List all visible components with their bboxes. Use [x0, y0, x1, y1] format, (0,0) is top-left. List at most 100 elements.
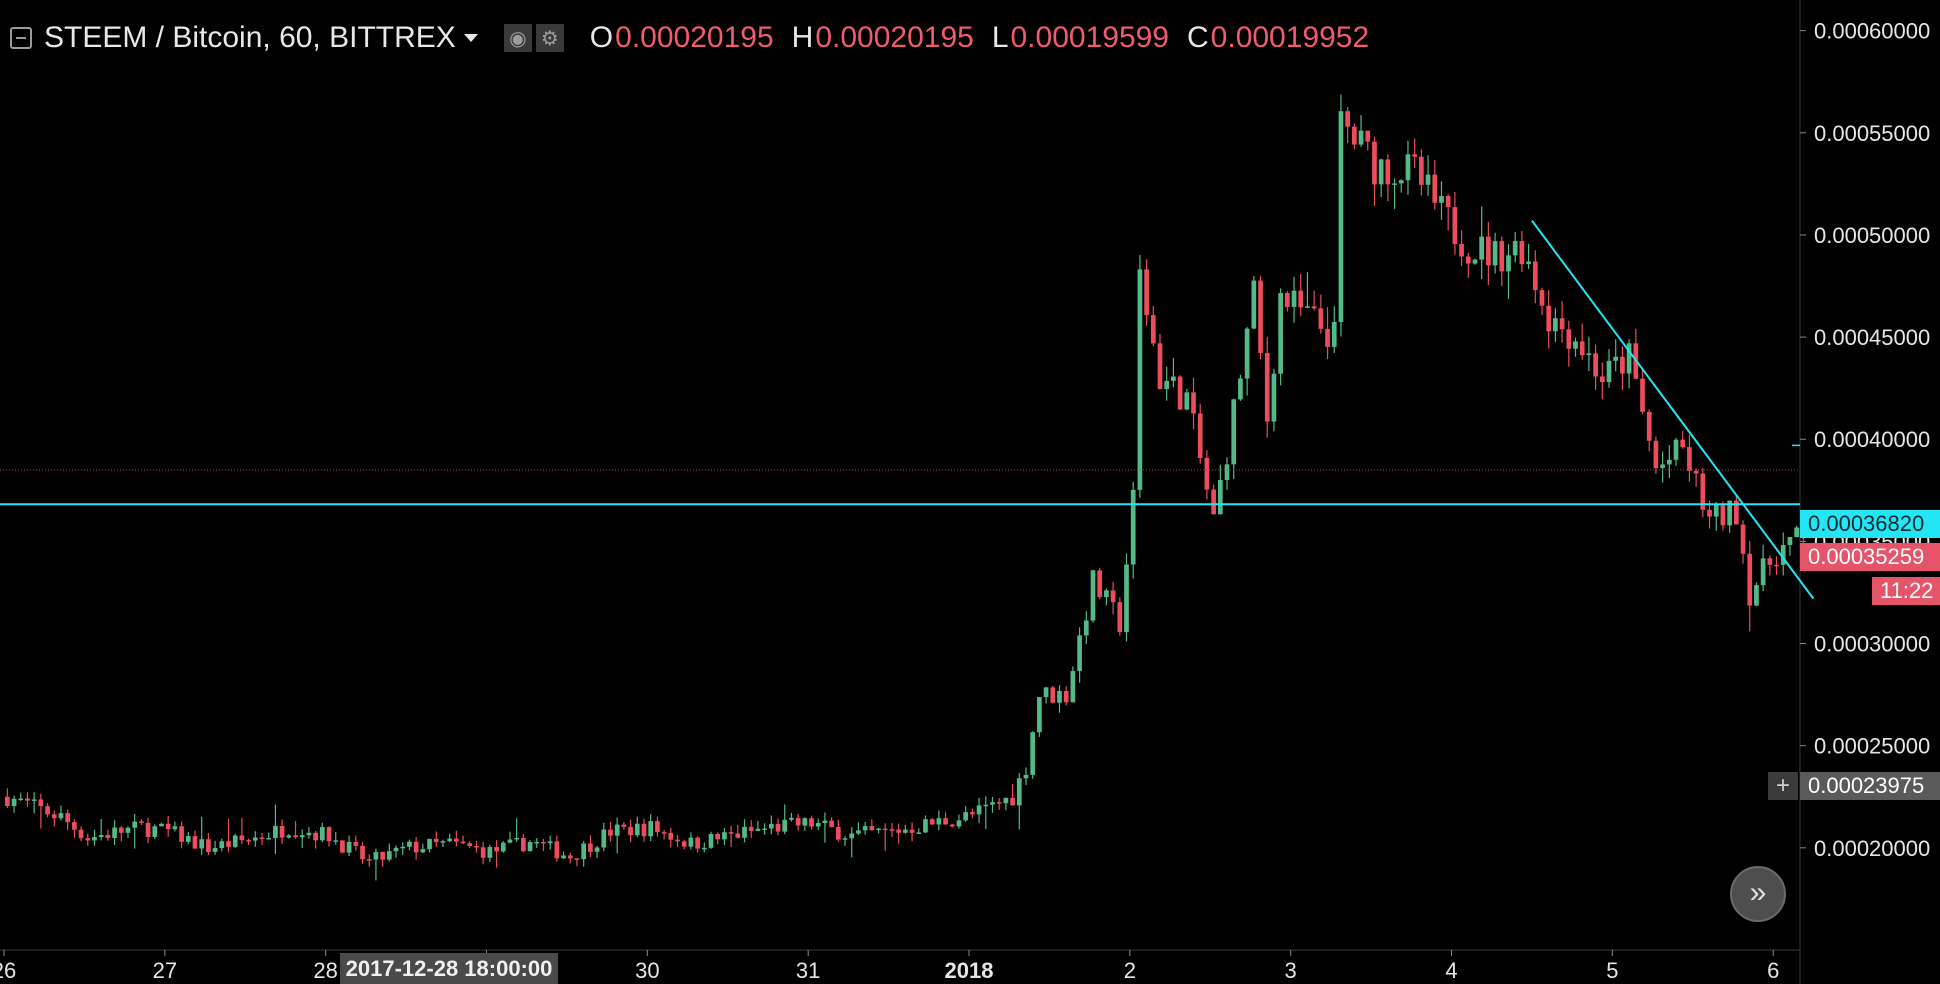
x-tick-label: 2018 — [945, 958, 994, 983]
candle-body — [1720, 504, 1726, 526]
candle-body — [1546, 305, 1552, 332]
eye-icon[interactable]: ◉ — [503, 24, 532, 52]
y-tick-label: 0.00030000 — [1814, 632, 1930, 657]
candle-body — [1392, 183, 1397, 185]
candle-body — [279, 826, 285, 838]
candle-body — [1050, 687, 1056, 703]
candle-body — [333, 840, 339, 842]
symbol-title[interactable]: STEEM / Bitcoin, 60, BITTREX — [44, 21, 456, 54]
candle-body — [1573, 341, 1578, 349]
candle-body — [1318, 308, 1324, 329]
candle-body — [1660, 464, 1665, 469]
candle-body — [1740, 524, 1746, 554]
candle-body — [949, 824, 955, 827]
candle-body — [1184, 392, 1190, 410]
y-tick-label: 0.00020000 — [1814, 836, 1930, 861]
candle-body — [634, 823, 640, 836]
candle-body — [661, 832, 667, 834]
candle-body — [1499, 241, 1505, 272]
candle-body — [159, 823, 164, 827]
candle-body — [1472, 259, 1478, 264]
candle-body — [1794, 527, 1799, 538]
candle-body — [51, 814, 57, 819]
collapse-legend-icon[interactable] — [10, 27, 32, 49]
candle-body — [1352, 126, 1357, 145]
candle-body — [252, 837, 258, 841]
candle-body — [1305, 306, 1310, 308]
countdown-tag: 11:22 — [1872, 577, 1940, 605]
candle-body — [400, 846, 406, 849]
candle-body — [728, 832, 734, 834]
chart-legend: STEEM / Bitcoin, 60, BITTREX ◉ ⚙ O 0.000… — [10, 18, 1369, 58]
candle-body — [1063, 690, 1069, 703]
candle-body — [366, 859, 372, 861]
candle-body — [1150, 315, 1156, 344]
candle-body — [923, 819, 928, 833]
candle-body — [1217, 480, 1223, 515]
candle-body — [976, 805, 982, 815]
candle-body — [1372, 141, 1377, 185]
candle-body — [266, 838, 272, 840]
candle-body — [226, 841, 231, 847]
candle-body — [1023, 774, 1029, 779]
candle-body — [1700, 473, 1706, 510]
candle-body — [789, 817, 794, 820]
candle-body — [862, 826, 868, 831]
candle-body — [521, 837, 526, 852]
y-tick-label: 0.00045000 — [1814, 325, 1930, 350]
candle-body — [172, 826, 178, 830]
gear-icon[interactable]: ⚙ — [535, 24, 564, 52]
scroll-to-realtime-icon[interactable]: » — [1730, 866, 1786, 922]
candle-body — [507, 839, 513, 843]
cursor-price-tag: 0.00023975 — [1800, 772, 1940, 800]
last-price-tag: 0.00035259 — [1800, 543, 1940, 571]
candle-body — [1244, 328, 1250, 379]
candle-body — [1754, 585, 1759, 606]
crosshair-price-tag: 0.00036820 — [1800, 510, 1940, 538]
candle-body — [460, 841, 466, 844]
candle-body — [346, 841, 352, 853]
candle-body — [735, 833, 741, 838]
candle-body — [1666, 459, 1672, 465]
candle-body — [1425, 174, 1431, 185]
candle-body — [420, 849, 426, 853]
chevron-down-icon[interactable] — [463, 34, 478, 42]
candle-body — [681, 841, 687, 847]
candle-body — [413, 841, 419, 853]
candle-body — [829, 820, 834, 827]
candle-body — [38, 799, 44, 807]
open-value: 0.00020195 — [615, 21, 774, 54]
candle-body — [1291, 290, 1297, 307]
candle-body — [1016, 778, 1022, 806]
candle-body — [199, 839, 205, 849]
candle-body — [98, 834, 104, 838]
candle-body — [574, 858, 580, 860]
candle-body — [1747, 553, 1753, 606]
candle-body — [996, 802, 1002, 804]
candle-body — [715, 834, 721, 840]
candle-body — [427, 838, 432, 850]
candle-body — [92, 837, 97, 841]
candle-body — [795, 817, 801, 826]
candle-body — [58, 813, 64, 819]
candle-body — [708, 834, 714, 848]
plus-icon[interactable]: + — [1768, 772, 1798, 800]
close-value: 0.00019952 — [1210, 21, 1370, 54]
candle-body — [1264, 353, 1270, 422]
high-value: 0.00020195 — [815, 21, 974, 54]
candle-body — [1640, 378, 1645, 412]
candle-body — [1553, 318, 1558, 332]
candle-body — [648, 821, 654, 837]
x-tick-label: 26 — [0, 958, 16, 983]
candle-body — [1687, 447, 1692, 471]
candle-body — [1258, 280, 1263, 354]
x-tick-label: 4 — [1445, 958, 1457, 983]
candle-body — [929, 819, 935, 825]
x-tick-label: 31 — [796, 958, 820, 983]
candle-body — [353, 841, 359, 846]
candle-body — [534, 841, 540, 844]
candle-body — [1043, 687, 1049, 698]
candle-body — [628, 826, 633, 836]
